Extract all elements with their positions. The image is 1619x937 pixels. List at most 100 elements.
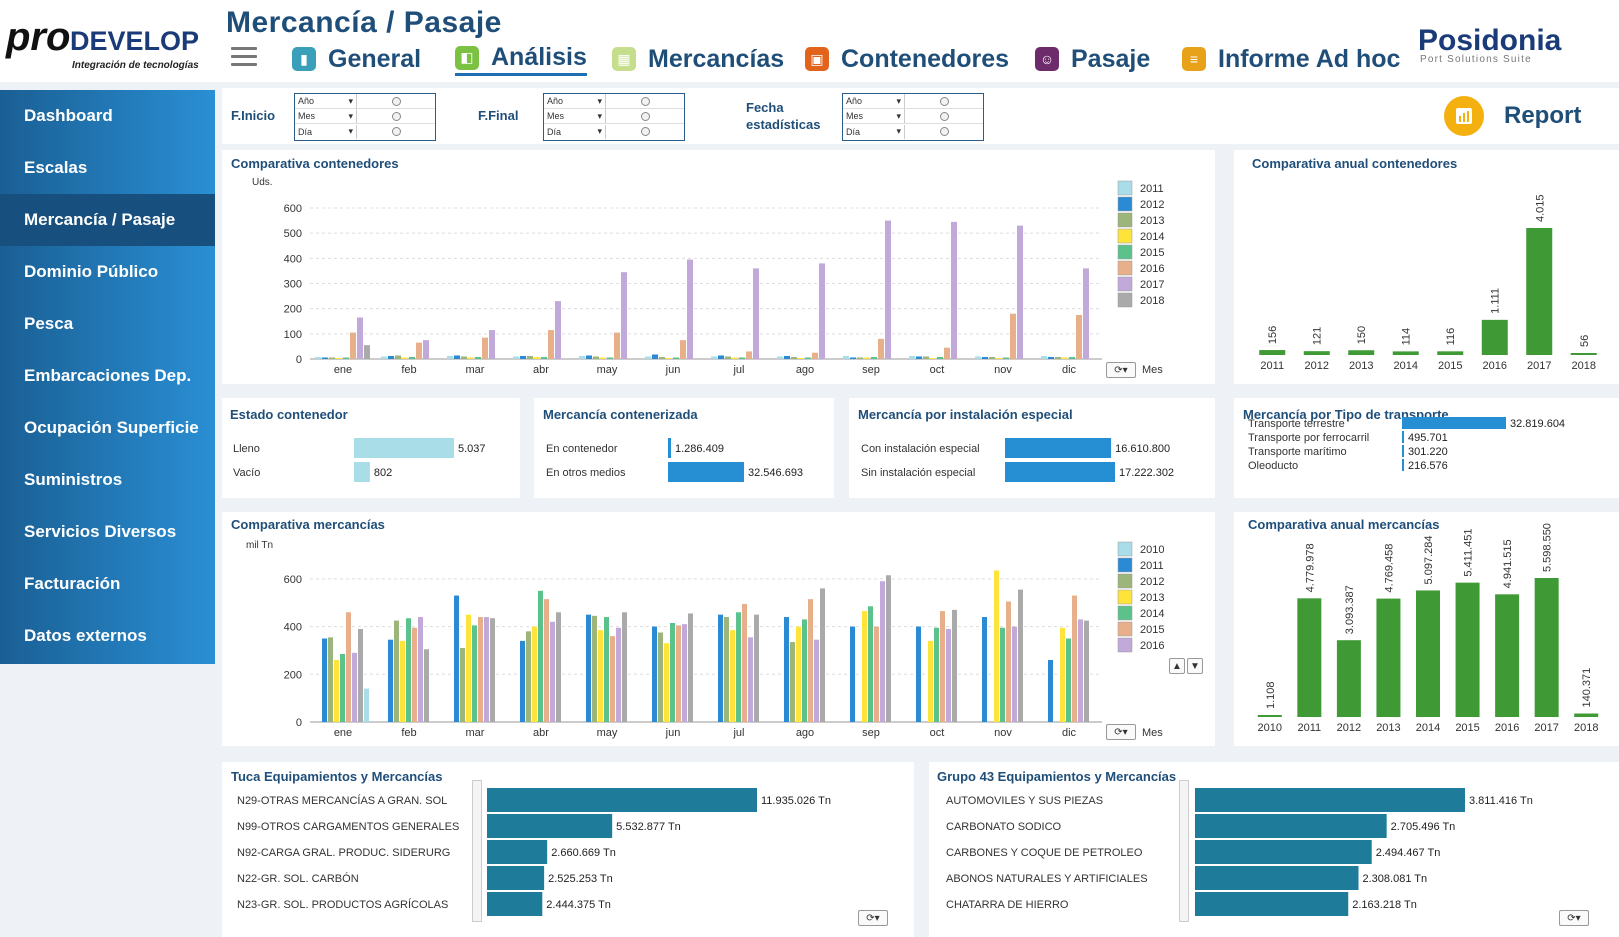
f-final-selector[interactable]: Año ▾ Mes ▾ Día ▾ [543,93,685,141]
sidebar-item-datos-externos[interactable]: Datos externos [24,626,147,645]
svg-text:Integración de tecnologías: Integración de tecnologías [72,60,199,71]
x-tick-label: ago [796,364,814,376]
bar [487,866,545,890]
sidebar-item-escalas[interactable]: Escalas [24,158,88,177]
bar [796,626,801,722]
bar [548,330,554,359]
bar [475,356,481,359]
chart-tipo-transporte: Transporte terrestre 32.819.604 Transporte… [1248,417,1565,472]
tab-general[interactable]: ▮ General [292,42,421,76]
bar [819,263,825,359]
bar [616,627,621,722]
bar [466,614,471,722]
bar [400,640,405,722]
x-tick-label: 2017 [1534,722,1558,734]
tab-mercancias[interactable]: ▦ Mercancías [612,42,784,76]
legend-swatch [1117,637,1133,653]
category-label: Lleno [233,443,260,455]
legend-swatch [1117,212,1133,228]
bar [1481,319,1508,355]
bar [732,357,738,359]
category-label: N22-GR. SOL. CARBÓN [237,872,359,885]
bar [550,621,555,722]
sidebar-item-suministros[interactable]: Suministros [24,470,123,489]
sidebar-item-embarcaciones[interactable]: Embarcaciones Dep. [24,366,192,385]
category-label: AUTOMOVILES Y SUS PIEZAS [946,795,1103,807]
bar [1336,640,1361,717]
chart-options-button[interactable]: ⟳▾ [858,910,888,926]
fecha-estadisticas-selector[interactable]: Año ▾ Mes ▾ Día ▾ [842,93,984,141]
category-label: CHATARRA DE HIERRO [946,899,1069,911]
bar [940,611,945,722]
data-label: 301.220 [1408,446,1448,458]
tuca-scrollbar[interactable] [472,780,482,922]
sidebar-item-mercancia-pasaje[interactable]: Mercancía / Pasaje [0,194,215,246]
bar [598,630,603,722]
chart-comparativa-mercancias: mil Tn 0 200 400 600 ene feb mar abr may jun jul ago… [246,540,1164,739]
legend-scroll-up-button[interactable]: ▲ [1169,658,1185,674]
bar [668,462,744,482]
legend-scroll-down-button[interactable]: ▼ [1187,658,1203,674]
chart-options-button[interactable]: ⟳▾ [1106,724,1136,740]
bar [1303,351,1330,355]
category-label: Transporte terrestre [1248,418,1345,430]
bar [418,617,423,722]
grupo43-scrollbar[interactable] [1179,780,1189,922]
bar [520,640,525,722]
bar [812,352,818,359]
x-tick-label: mar [466,727,485,739]
bar [1495,594,1520,717]
tab-contenedores[interactable]: ▣ Contenedores [805,42,1009,76]
bar [555,301,561,359]
y-axis-label: mil Tn [246,540,273,551]
chart-options-button[interactable]: ⟳▾ [1106,362,1136,378]
bar [454,355,460,359]
report-icon [1444,96,1484,136]
chart-title: Estado contenedor [230,407,348,422]
bar [1297,598,1322,717]
x-tick-label: ene [334,364,352,376]
f-inicio-selector[interactable]: Año ▾ Mes ▾ Día ▾ [294,93,436,141]
bar [593,356,599,359]
sidebar-item-ocupacion[interactable]: Ocupación Superficie [24,418,199,437]
legend-swatch [1117,605,1133,621]
chart-title: Comparativa contenedores [231,156,399,171]
legend-label: 2014 [1140,231,1164,243]
bar [350,332,356,359]
list-icon: ≡ [1182,47,1206,71]
sidebar-item-servicios[interactable]: Servicios Diversos [24,522,177,541]
category-label: N23-GR. SOL. PRODUCTOS AGRÍCOLAS [237,898,448,911]
data-label: 4.015 [1534,194,1546,222]
bar [402,357,408,359]
y-tick-label: 200 [284,304,302,316]
panel-comparativa-mercancias: Comparativa mercancías mil Tn 0 200 400 600 e… [222,512,1215,746]
sidebar-item-dominio-publico[interactable]: Dominio Público [24,262,159,281]
x-tick-label: jul [732,364,744,376]
bar [328,637,333,722]
bar [541,356,547,359]
bar [862,611,867,722]
tab-pasaje[interactable]: ☺ Pasaje [1035,42,1150,76]
x-tick-label: feb [401,364,416,376]
sidebar-item-facturacion[interactable]: Facturación [24,574,121,593]
bar [946,628,951,722]
data-label: 156 [1267,326,1279,344]
panel-mercancia-contenerizada: Mercancía contenerizada En contenedor 1.2… [534,398,834,498]
bar [527,355,533,359]
bar [1076,314,1082,359]
tab-informe-ad-hoc[interactable]: ≡ Informe Ad hoc [1182,42,1400,76]
bar [1060,627,1065,722]
chart-options-button[interactable]: ⟳▾ [1559,910,1589,926]
bar [1195,892,1349,916]
data-label: 150 [1356,326,1368,344]
x-tick-label: 2010 [1258,722,1282,734]
category-label: Oleoducto [1248,460,1298,472]
legend-label: 2015 [1140,624,1164,636]
hamburger-menu-icon[interactable] [231,47,257,69]
sidebar-item-dashboard[interactable]: Dashboard [24,106,113,125]
sidebar-item-pesca[interactable]: Pesca [24,314,74,333]
report-button[interactable]: Report [1444,94,1594,138]
tab-analisis[interactable]: ◧ Análisis [455,42,587,76]
category-label: Transporte marítimo [1248,446,1347,458]
legend-label: 2016 [1140,640,1164,652]
